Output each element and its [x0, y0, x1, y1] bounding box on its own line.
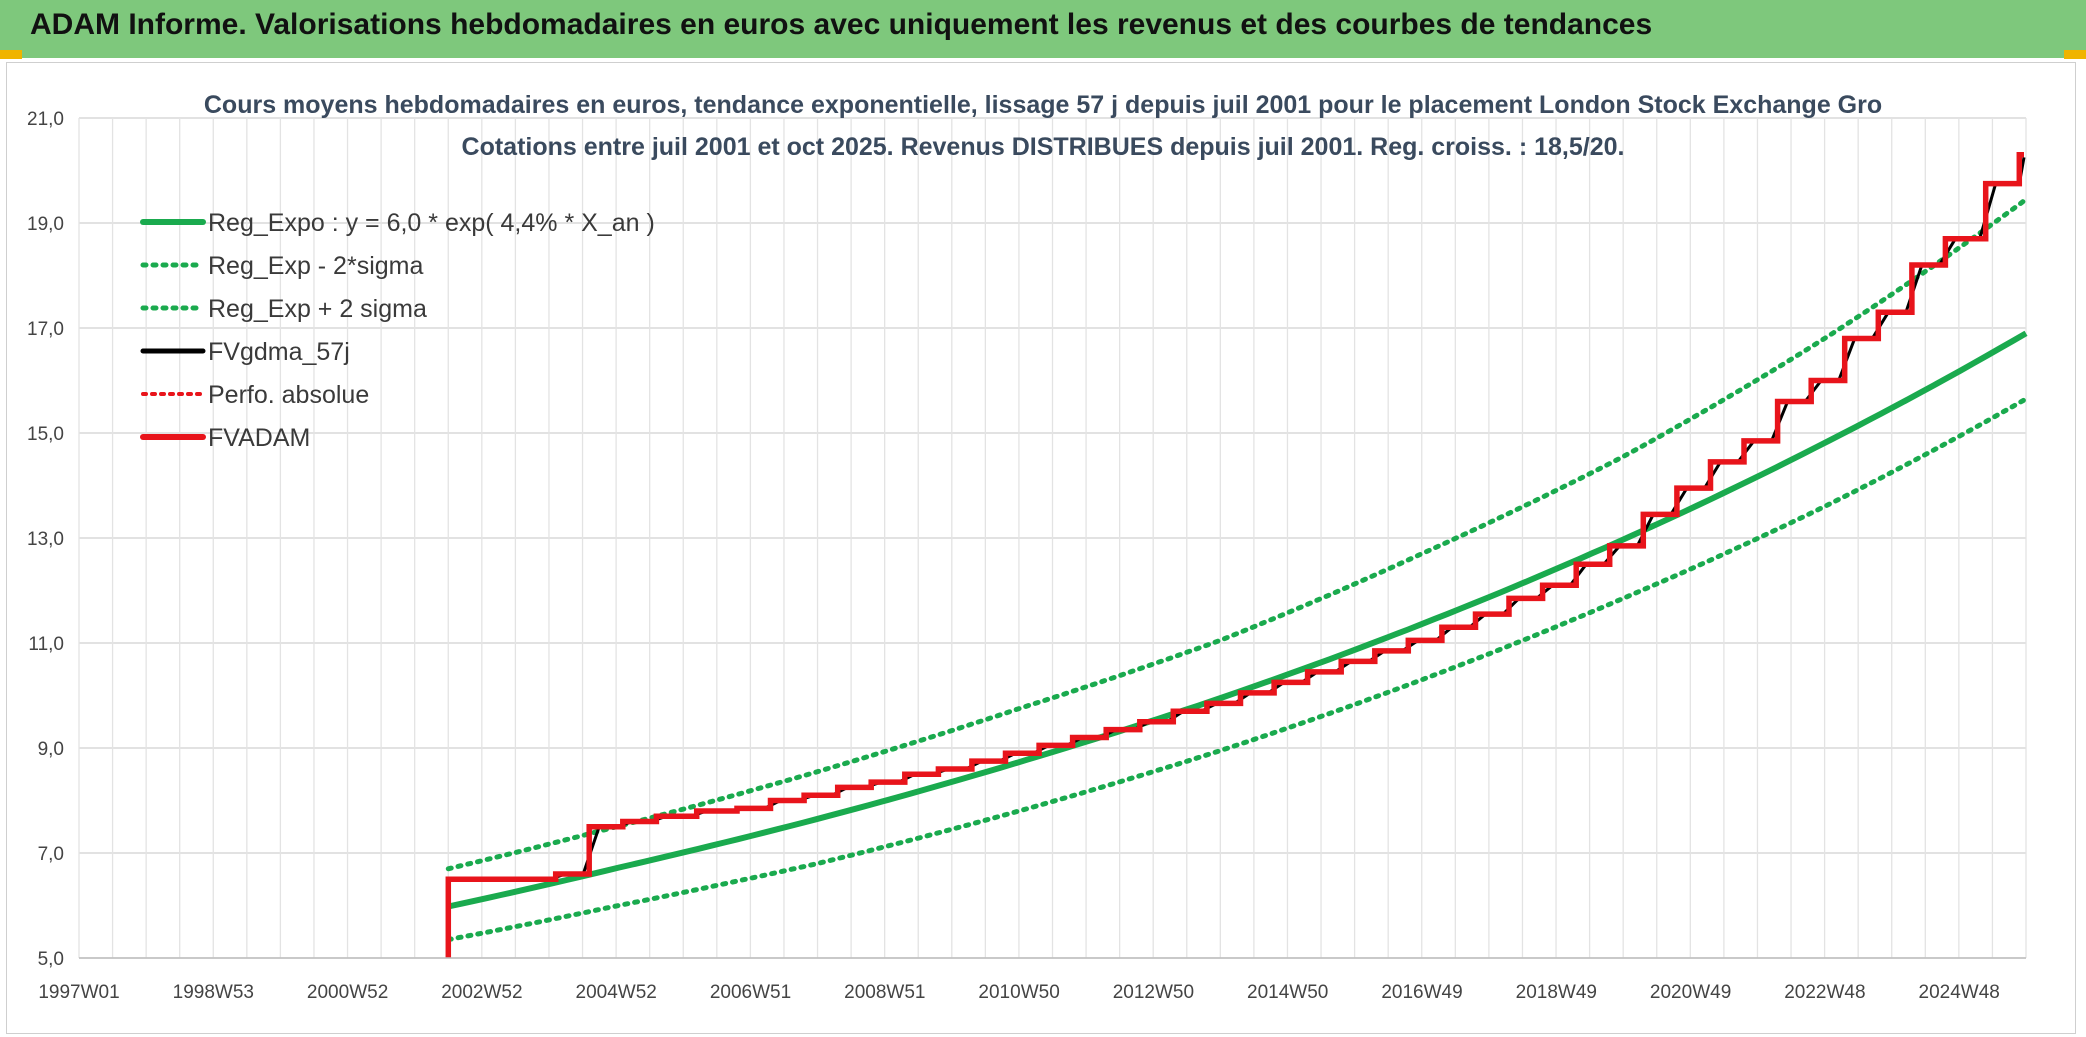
series-reg-exp-plus-2sigma — [445, 196, 2029, 872]
x-tick-label: 2006W51 — [710, 982, 791, 1003]
legend-fvadam-label: FVADAM — [208, 424, 310, 452]
x-tick-label: 2020W49 — [1650, 982, 1731, 1003]
title-banner: ADAM Informe. Valorisations hebdomadaire… — [0, 0, 2086, 58]
chart-subtitle: Cotations entre juil 2001 et oct 2025. R… — [462, 133, 1625, 161]
x-tick-label: 2002W52 — [441, 982, 522, 1003]
legend-reg-exp-plus-label: Reg_Exp + 2 sigma — [208, 295, 427, 323]
y-tick-label: 7,0 — [38, 844, 64, 865]
legend: Reg_Expo : y = 6,0 * exp( 4,4% * X_an ) R… — [140, 209, 655, 452]
legend-reg-exp-minus-label: Reg_Exp - 2*sigma — [208, 252, 423, 280]
chart-frame — [6, 62, 2076, 1034]
series-reg-expo — [447, 330, 2028, 910]
y-tick-label: 21,0 — [27, 109, 64, 130]
legend-fvgdma-label: FVgdma_57j — [208, 338, 350, 366]
y-tick-label: 13,0 — [27, 529, 64, 550]
y-tick-label: 5,0 — [38, 949, 64, 970]
x-tick-label: 2018W49 — [1516, 982, 1597, 1003]
legend-perfo-label: Perfo. absolue — [208, 381, 369, 409]
legend-reg-expo-label: Reg_Expo : y = 6,0 * exp( 4,4% * X_an ) — [208, 209, 655, 237]
accent-bar-left — [0, 50, 22, 59]
x-tick-label: 1997W01 — [38, 982, 119, 1003]
y-tick-label: 19,0 — [27, 214, 64, 235]
x-tick-label: 2012W50 — [1113, 982, 1194, 1003]
axes: 5,0 7,0 9,0 11,0 13,0 15,0 17,0 19,0 21,0 1997W01… — [27, 109, 2026, 1003]
y-tick-label: 11,0 — [28, 634, 64, 655]
series-reg-exp-minus-2sigma — [445, 396, 2029, 943]
banner-title: ADAM Informe. Valorisations hebdomadaire… — [30, 8, 1653, 41]
chart-title: Cours moyens hebdomadaires en euros, ten… — [204, 91, 1882, 119]
x-tick-label: 2008W51 — [844, 982, 925, 1003]
y-tick-label: 17,0 — [27, 319, 64, 340]
series-fvadam — [445, 152, 2024, 958]
x-tick-label: 2014W50 — [1247, 982, 1328, 1003]
y-tick-label: 15,0 — [27, 424, 64, 445]
series-lines — [445, 152, 2029, 958]
x-tick-label: 2000W52 — [307, 982, 388, 1003]
x-tick-label: 1998W53 — [173, 982, 254, 1003]
x-tick-label: 2016W49 — [1381, 982, 1462, 1003]
x-tick-label: 2024W48 — [1919, 982, 2000, 1003]
grid-lines — [78, 117, 2027, 959]
x-tick-label: 2004W52 — [576, 982, 657, 1003]
x-tick-label: 2022W48 — [1784, 982, 1865, 1003]
y-tick-label: 9,0 — [38, 739, 64, 760]
accent-bar-right — [2064, 50, 2086, 59]
x-tick-label: 2010W50 — [978, 982, 1059, 1003]
series-fvgdma-57j — [448, 157, 2026, 881]
